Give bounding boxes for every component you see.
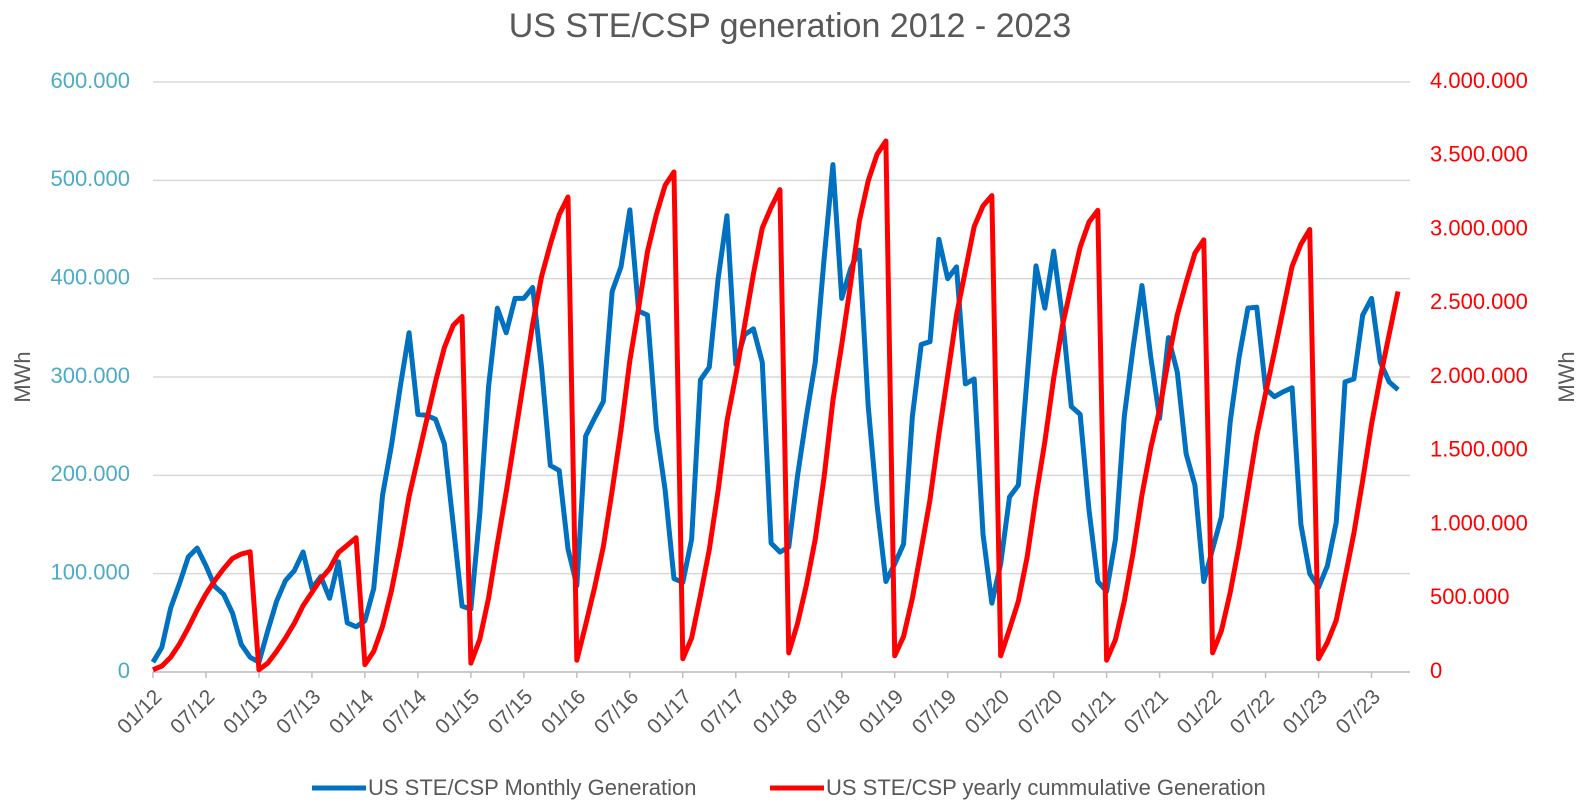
y2-axis-label: MWh [1554,351,1579,402]
x-tick-label: 07/12 [166,685,219,738]
x-tick-label: 07/23 [1332,685,1385,738]
x-tick-label: 01/15 [431,685,484,738]
series-line [152,138,1401,673]
x-tick-label: 07/15 [484,685,537,738]
x-tick-label: 01/12 [113,685,166,738]
y2-tick-label: 1.000.000 [1430,510,1528,535]
y-tick-label: 400.000 [50,264,130,289]
x-tick-label: 01/21 [1067,685,1120,738]
legend-label: US STE/CSP yearly cummulative Generation [826,775,1266,800]
x-tick-label: 07/20 [1014,685,1067,738]
x-tick-label: 07/17 [696,685,749,738]
y-axis-label: MWh [10,351,35,402]
x-tick-label: 07/14 [378,685,432,739]
y-tick-label: 0 [118,658,130,683]
x-tick-label: 01/16 [537,685,590,738]
x-tick-label: 01/17 [643,685,696,738]
x-tick-label: 07/18 [802,685,855,738]
y2-tick-label: 1.500.000 [1430,437,1528,462]
x-tick-label: 01/22 [1173,685,1226,738]
x-tick-label: 01/20 [961,685,1014,738]
y-tick-label: 200.000 [50,461,130,486]
y2-tick-label: 3.000.000 [1430,215,1528,240]
y2-tick-label: 0 [1430,658,1442,683]
y-tick-label: 600.000 [50,68,130,93]
y2-tick-label: 500.000 [1430,584,1510,609]
y2-tick-label: 3.500.000 [1430,142,1528,167]
x-tick-label: 07/16 [590,685,643,738]
legend-label: US STE/CSP Monthly Generation [368,775,697,800]
y2-tick-label: 2.500.000 [1430,289,1528,314]
x-tick-label: 07/19 [908,685,961,738]
x-tick-label: 01/23 [1279,685,1332,738]
y2-tick-label: 2.000.000 [1430,363,1528,388]
chart-title: US STE/CSP generation 2012 - 2023 [509,7,1072,45]
y2-tick-label: 4.000.000 [1430,68,1528,93]
x-tick-label: 07/21 [1120,685,1173,738]
x-tick-label: 07/13 [272,685,325,738]
y-tick-label: 100.000 [50,559,130,584]
y-tick-label: 300.000 [50,363,130,388]
x-tick-label: 01/13 [219,685,272,738]
x-tick-label: 01/18 [749,685,802,738]
x-tick-label: 01/19 [855,685,908,738]
x-tick-label: 01/14 [325,685,379,739]
y-tick-label: 500.000 [50,166,130,191]
x-tick-label: 07/22 [1226,685,1279,738]
